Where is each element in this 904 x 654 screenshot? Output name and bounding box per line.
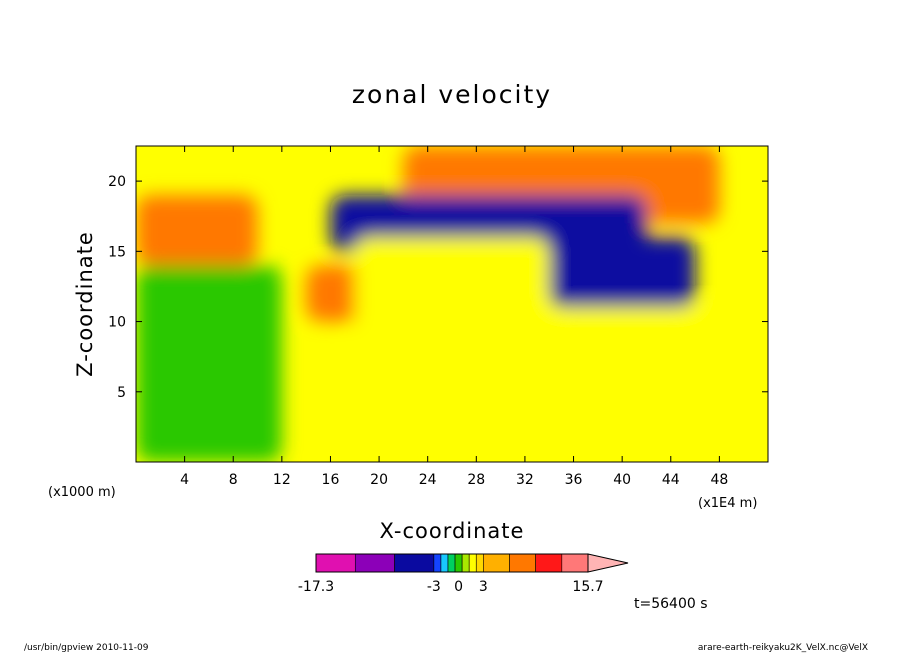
footer-right: arare-earth-reikyaku2K_VelX.nc@VelX [698, 643, 868, 653]
colorbar-cell [454, 553, 463, 573]
x-tick-label: 36 [565, 472, 583, 488]
plot-frame [135, 145, 769, 463]
x-tick-label: 44 [662, 472, 680, 488]
colorbar: -17.3 -3 0 3 15.7 [298, 553, 629, 595]
contour-region-0 [136, 195, 258, 266]
x-tick-label: 24 [419, 472, 437, 488]
y-unit-label: (x1000 m) [48, 485, 116, 500]
colorbar-cell [561, 553, 589, 573]
colorbar-cell [475, 553, 484, 573]
y-tick-label: 20 [108, 174, 126, 190]
colorbar-cell [447, 553, 456, 573]
x-tick-label: 32 [516, 472, 534, 488]
contour-region-5 [354, 237, 550, 462]
x-tick-label: 16 [322, 472, 340, 488]
x-tick-label: 8 [229, 472, 238, 488]
colorbar-cell [315, 553, 356, 573]
y-axis-ticks: 5 10 15 20 [108, 174, 768, 401]
colorbar-cell [433, 553, 442, 573]
y-tick-label: 15 [108, 244, 126, 260]
x-tick-label: 48 [710, 472, 728, 488]
x-tick-label: 40 [613, 472, 631, 488]
x-axis-label: X-coordinate [380, 519, 525, 543]
contour-blobs [136, 146, 768, 462]
colorbar-tick-label: -3 [427, 579, 441, 595]
colorbar-tick-label: 0 [454, 579, 463, 595]
colorbar-cells [315, 553, 589, 573]
y-tick-label: 5 [117, 385, 126, 401]
colorbar-cell [509, 553, 536, 573]
colorbar-extend-arrow [587, 553, 629, 573]
contour-field [136, 146, 768, 462]
y-axis-label: Z-coordinate [73, 231, 97, 377]
contour-region-6 [549, 307, 768, 462]
footer-left: /usr/bin/gpview 2010-11-09 [24, 643, 149, 653]
time-label: t=56400 s [634, 596, 708, 612]
x-tick-label: 12 [273, 472, 291, 488]
colorbar-tick-label: 3 [479, 579, 488, 595]
x-tick-label: 20 [370, 472, 388, 488]
contour-region-4 [549, 237, 696, 308]
colorbar-tick-labels: -17.3 -3 0 3 15.7 [298, 579, 604, 595]
x-axis-ticks: 4 8 12 16 20 24 28 32 36 40 44 48 [180, 146, 728, 488]
x-unit-label: (x1E4 m) [698, 496, 757, 511]
contour-region-7 [136, 265, 282, 462]
colorbar-cell [354, 553, 395, 573]
x-tick-label: 28 [467, 472, 485, 488]
colorbar-frame [315, 553, 589, 573]
colorbar-tick-label: -17.3 [298, 579, 334, 595]
colorbar-cell [483, 553, 510, 573]
colorbar-cell [440, 553, 449, 573]
colorbar-tick-label: 15.7 [572, 579, 603, 595]
colorbar-cell [535, 553, 563, 573]
x-tick-label: 4 [180, 472, 189, 488]
colorbar-cell [461, 553, 470, 573]
chart-title: zonal velocity [352, 80, 552, 109]
contour-region-3 [330, 195, 647, 252]
colorbar-cell [468, 553, 477, 573]
colorbar-cell [394, 553, 435, 573]
y-tick-label: 10 [108, 315, 126, 331]
